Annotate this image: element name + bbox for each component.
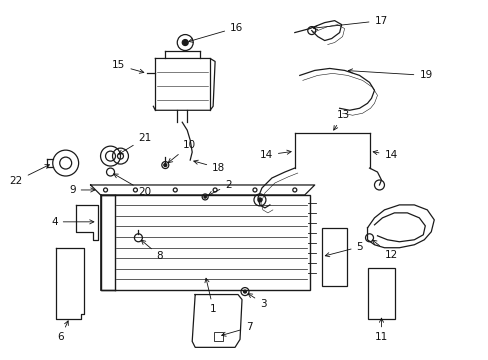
Text: 21: 21 — [119, 133, 151, 154]
Bar — [367, 268, 395, 319]
Circle shape — [258, 198, 262, 202]
Text: 11: 11 — [374, 318, 387, 342]
Text: 14: 14 — [259, 150, 290, 160]
Text: 6: 6 — [57, 321, 68, 342]
Text: 4: 4 — [51, 217, 94, 227]
Circle shape — [182, 40, 188, 45]
Text: 12: 12 — [372, 240, 397, 260]
Text: 5: 5 — [325, 242, 363, 257]
Text: 10: 10 — [168, 140, 196, 163]
Text: 20: 20 — [114, 174, 151, 197]
Text: 15: 15 — [112, 60, 143, 73]
Text: 7: 7 — [221, 323, 252, 336]
Text: 3: 3 — [247, 294, 266, 309]
Bar — [321, 228, 346, 285]
Text: 2: 2 — [208, 180, 231, 195]
Text: 18: 18 — [193, 160, 225, 173]
Text: 8: 8 — [141, 240, 163, 261]
Text: 14: 14 — [372, 150, 397, 160]
Text: 13: 13 — [333, 110, 349, 130]
Text: 19: 19 — [347, 69, 432, 80]
Circle shape — [203, 196, 206, 198]
Text: 22: 22 — [10, 165, 49, 186]
Circle shape — [243, 290, 246, 293]
Bar — [214, 332, 223, 341]
Text: 16: 16 — [188, 23, 243, 42]
Text: 9: 9 — [69, 185, 95, 195]
Circle shape — [163, 163, 166, 167]
Text: 17: 17 — [313, 15, 387, 30]
Bar — [101, 195, 309, 289]
Text: 1: 1 — [204, 278, 216, 315]
